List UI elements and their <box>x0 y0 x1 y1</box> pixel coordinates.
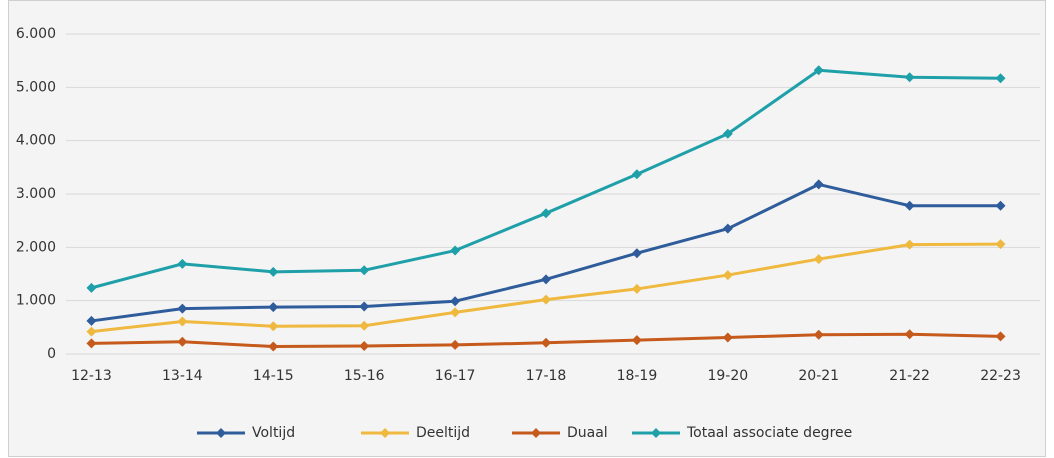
data-point <box>631 248 642 259</box>
legend-label: Totaal associate degree <box>686 425 852 441</box>
x-tick-label: 17-18 <box>526 368 567 384</box>
data-point <box>86 282 97 293</box>
data-point <box>813 329 824 340</box>
data-point <box>631 335 642 346</box>
data-point <box>722 270 733 281</box>
chart-frame <box>8 0 1046 457</box>
legend-label: Deeltijd <box>416 425 470 441</box>
data-point <box>904 239 915 250</box>
data-point <box>450 307 461 318</box>
data-point <box>541 294 551 305</box>
y-tick-label: 3.000 <box>16 186 56 202</box>
data-point <box>995 331 1006 342</box>
data-point <box>904 72 915 83</box>
data-point <box>268 321 279 332</box>
x-tick-label: 20-21 <box>798 368 839 384</box>
legend-marker <box>651 428 661 438</box>
legend-label: Voltijd <box>252 425 295 441</box>
y-tick-label: 1.000 <box>16 293 56 309</box>
x-tick-label: 14-15 <box>253 368 294 384</box>
data-point <box>541 337 551 348</box>
data-point <box>450 245 461 256</box>
x-tick-label: 21-22 <box>889 368 930 384</box>
data-point <box>722 332 733 343</box>
data-point <box>813 65 824 76</box>
y-tick-label: 0 <box>47 346 56 362</box>
data-point <box>359 320 370 331</box>
data-point <box>813 179 824 190</box>
x-tick-label: 22-23 <box>980 368 1021 384</box>
data-point <box>268 341 279 352</box>
legend-marker <box>380 428 390 438</box>
data-point <box>995 200 1006 211</box>
data-point <box>177 336 188 347</box>
data-point <box>995 73 1006 84</box>
y-tick-label: 6.000 <box>16 26 56 42</box>
data-point <box>541 208 551 219</box>
data-point <box>450 339 461 350</box>
y-tick-label: 5.000 <box>16 79 56 95</box>
y-tick-label: 2.000 <box>16 239 56 255</box>
data-point <box>86 315 97 326</box>
data-point <box>450 296 461 307</box>
data-point <box>722 128 733 139</box>
x-tick-label: 16-17 <box>435 368 476 384</box>
x-tick-label: 15-16 <box>344 368 385 384</box>
x-tick-label: 13-14 <box>162 368 203 384</box>
data-point <box>813 254 824 265</box>
data-point <box>904 329 915 340</box>
data-point <box>631 283 642 294</box>
data-point <box>722 223 733 234</box>
data-point <box>177 303 188 314</box>
legend-label: Duaal <box>567 425 608 441</box>
x-tick-label: 18-19 <box>617 368 658 384</box>
data-point <box>86 326 97 337</box>
data-point <box>904 200 915 211</box>
data-point <box>359 265 370 276</box>
data-point <box>541 274 551 285</box>
legend-marker <box>216 428 226 438</box>
data-point <box>268 302 279 313</box>
x-tick-label: 19-20 <box>707 368 748 384</box>
data-point <box>631 169 642 180</box>
data-point <box>86 338 97 349</box>
data-point <box>268 266 279 277</box>
x-tick-label: 12-13 <box>71 368 112 384</box>
y-tick-label: 4.000 <box>16 133 56 149</box>
data-point <box>359 341 370 351</box>
data-point <box>177 316 188 327</box>
data-point <box>359 301 370 312</box>
data-point <box>995 239 1006 250</box>
legend-marker <box>531 428 541 438</box>
data-point <box>177 258 188 269</box>
